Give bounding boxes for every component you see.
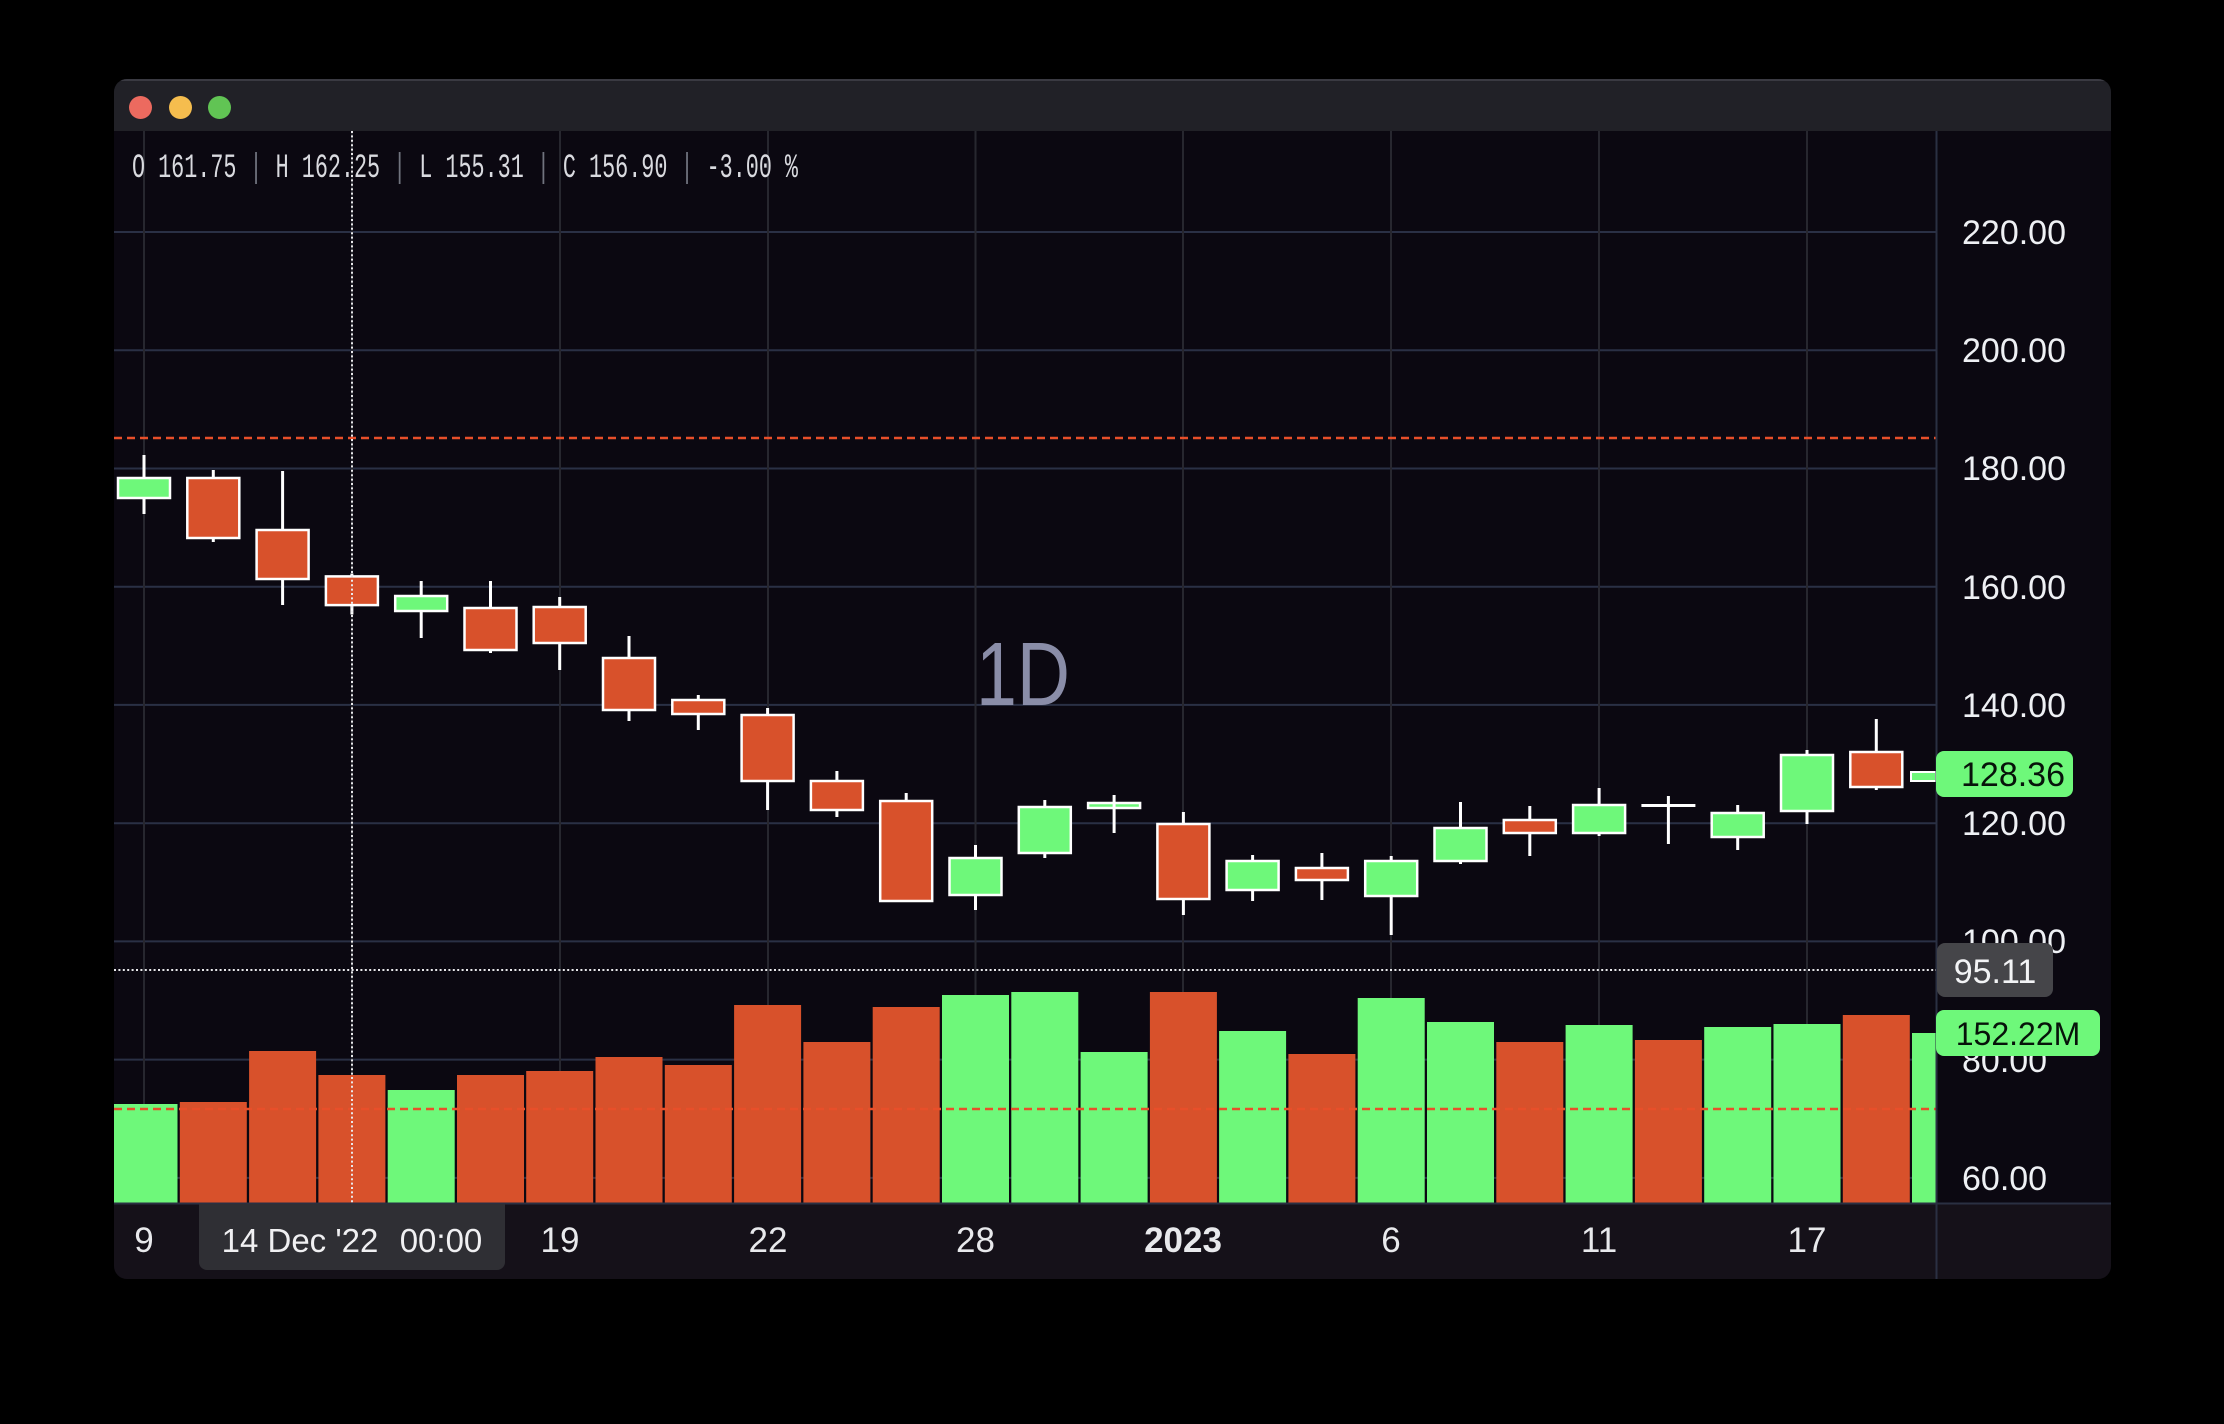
svg-text:11: 11 — [1581, 1221, 1617, 1260]
svg-text:1D: 1D — [976, 625, 1070, 725]
svg-text:220.00: 220.00 — [1962, 214, 2066, 252]
svg-text:00:00: 00:00 — [400, 1222, 483, 1259]
svg-text:128.36: 128.36 — [1961, 756, 2065, 794]
svg-text:160.00: 160.00 — [1962, 569, 2066, 607]
svg-text:9: 9 — [134, 1221, 153, 1260]
svg-text:140.00: 140.00 — [1962, 687, 2066, 725]
svg-text:152.22M: 152.22M — [1956, 1016, 2081, 1052]
svg-text:95.11: 95.11 — [1954, 953, 2037, 991]
svg-text:O 161.75 | H 162.25 | L 155.31: O 161.75 | H 162.25 | L 155.31 | C 156.9… — [132, 150, 798, 188]
svg-text:200.00: 200.00 — [1962, 332, 2066, 370]
svg-text:120.00: 120.00 — [1962, 805, 2066, 843]
svg-text:60.00: 60.00 — [1962, 1160, 2047, 1198]
svg-text:14 Dec '22: 14 Dec '22 — [222, 1222, 379, 1259]
svg-text:22: 22 — [749, 1221, 788, 1260]
svg-text:2023: 2023 — [1144, 1221, 1222, 1260]
svg-text:6: 6 — [1381, 1221, 1400, 1260]
svg-text:180.00: 180.00 — [1962, 450, 2066, 488]
svg-text:17: 17 — [1788, 1221, 1827, 1260]
svg-text:28: 28 — [956, 1221, 995, 1260]
svg-text:19: 19 — [541, 1221, 580, 1260]
